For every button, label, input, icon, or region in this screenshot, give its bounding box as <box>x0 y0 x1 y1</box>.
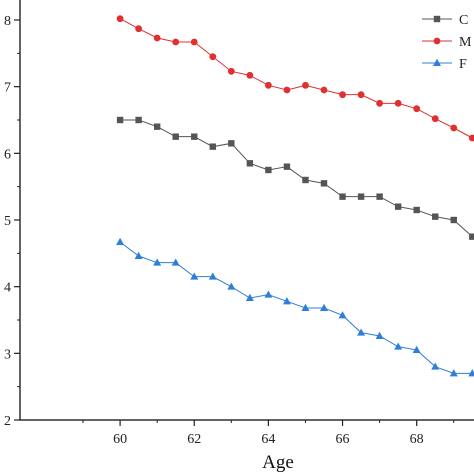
series-f-point <box>412 345 421 353</box>
series-m-point <box>135 25 143 33</box>
series-m-point <box>394 99 402 107</box>
legend-marker-m <box>433 37 441 45</box>
x-tick-label: 62 <box>187 432 201 447</box>
series-c-point <box>265 166 272 174</box>
series-m-point <box>246 71 254 79</box>
y-tick-label: 5 <box>4 214 11 229</box>
series-f-point <box>468 369 474 377</box>
series-m-point <box>339 91 346 99</box>
legend-marker-f <box>433 58 441 66</box>
series-c-point <box>228 140 235 147</box>
series-c-point <box>376 193 383 200</box>
series-c-point <box>469 233 474 240</box>
series-m-point <box>153 34 161 42</box>
series-m-point <box>227 67 235 75</box>
x-tick-label: 64 <box>261 432 275 447</box>
series-f-point <box>153 258 162 266</box>
series-f-point <box>431 362 440 370</box>
legend-item-m: M <box>422 35 472 50</box>
y-tick-label: 2 <box>4 414 11 429</box>
series-m-point <box>209 53 217 61</box>
series-layer <box>116 15 474 377</box>
legend-label-f: F <box>459 57 467 72</box>
series-f-point <box>171 258 180 266</box>
legend-marker-c <box>433 15 441 23</box>
series-f-point <box>190 272 199 280</box>
legend-label-m: M <box>459 35 472 50</box>
series-f-point <box>375 331 384 339</box>
series-c-point <box>191 133 198 140</box>
series-m-point <box>376 99 384 107</box>
series-c-point <box>450 216 457 224</box>
series-f-point <box>449 369 458 377</box>
series-m-point <box>190 38 198 46</box>
series-f-point <box>338 311 347 319</box>
series-c-point <box>413 206 420 214</box>
series-m-point <box>413 105 421 113</box>
series-m-point <box>264 81 272 89</box>
series-c <box>116 116 474 240</box>
series-m-line <box>119 18 473 139</box>
series-m-point <box>283 86 291 94</box>
series-f-point <box>245 293 254 301</box>
series-c-point <box>432 213 439 220</box>
series-f-point <box>320 303 328 311</box>
series-c-point <box>246 160 254 167</box>
series-f-point <box>264 290 273 298</box>
series-c-point <box>357 193 365 200</box>
legend-item-c: C <box>422 13 468 28</box>
series-f-point <box>282 297 291 305</box>
axes: 60 62 64 66 68 2 3 4 5 6 7 8 <box>4 14 455 447</box>
series-f-point <box>227 282 236 290</box>
series-f-point <box>301 303 310 311</box>
series-c-point <box>302 176 309 184</box>
series-c-point <box>153 123 161 130</box>
legend-label-c: C <box>459 13 468 28</box>
series-m-point <box>172 38 180 46</box>
y-tick-label: 7 <box>4 81 11 96</box>
series-c-point <box>172 133 179 140</box>
series-f-line <box>119 241 473 374</box>
series-c-point <box>135 116 142 124</box>
series-f-point <box>357 328 366 336</box>
x-tick-label: 68 <box>410 432 424 447</box>
series-f <box>116 237 474 377</box>
series-c-point <box>283 163 291 170</box>
y-tick-label: 3 <box>4 347 11 362</box>
series-m-point <box>468 134 474 142</box>
x-tick-label: 66 <box>336 432 350 447</box>
x-tick-label: 60 <box>113 432 127 447</box>
legend: CMF <box>422 13 472 72</box>
series-m-point <box>357 91 365 99</box>
series-m-point <box>116 15 124 23</box>
series-m-point <box>302 81 309 89</box>
series-c-point <box>320 180 328 187</box>
y-tick-label: 6 <box>4 147 11 162</box>
y-tick-label: 8 <box>4 14 11 29</box>
legend-item-f: F <box>422 57 467 72</box>
series-m <box>116 15 474 142</box>
series-f-point <box>394 342 403 350</box>
series-c-point <box>209 143 216 150</box>
y-tick-label: 4 <box>4 281 11 296</box>
plot-area <box>19 0 474 421</box>
series-m-point <box>431 115 439 123</box>
series-c-point <box>116 116 124 124</box>
x-axis-title: Age <box>262 452 294 473</box>
series-f-point <box>116 237 125 245</box>
series-f-point <box>134 251 143 259</box>
plot-border <box>19 0 474 421</box>
series-c-point <box>394 203 402 210</box>
series-c-point <box>339 193 346 200</box>
series-m-point <box>450 124 458 132</box>
series-f-point <box>208 272 217 280</box>
series-m-point <box>320 86 328 94</box>
